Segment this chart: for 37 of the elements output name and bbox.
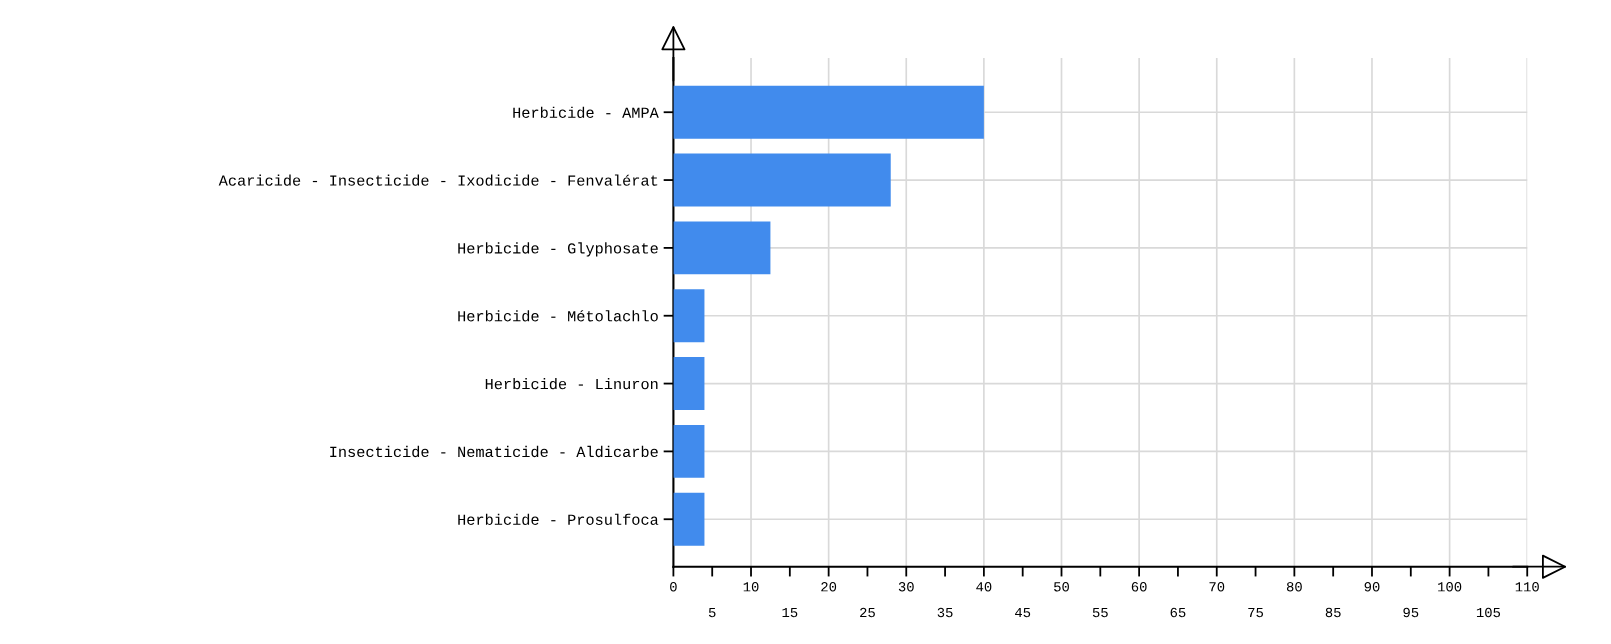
x-tick-label: 0 xyxy=(670,582,677,592)
x2-tick-label: 35 xyxy=(937,607,953,618)
x-tick-label: 30 xyxy=(898,582,914,592)
y-tick-label: Herbicide - Linuron xyxy=(485,378,658,390)
x2-tick-label: 95 xyxy=(1403,607,1419,618)
x2-tick-label: 105 xyxy=(1476,607,1501,618)
x-tick-label: 110 xyxy=(1515,582,1539,592)
y-tick-label: Insecticide - Nematicide - Aldicarbe xyxy=(330,445,658,458)
x2-tick-label: 85 xyxy=(1325,607,1341,618)
x-tick-label: 100 xyxy=(1438,582,1462,592)
x2-tick-label: 55 xyxy=(1092,607,1108,618)
bar xyxy=(673,289,705,343)
bar xyxy=(673,153,891,207)
bar xyxy=(673,85,984,139)
bar xyxy=(673,424,705,478)
x2-tick-label: 45 xyxy=(1015,607,1031,618)
x-tick-label: 50 xyxy=(1054,582,1069,592)
x2-tick-label: 15 xyxy=(782,607,798,618)
x-tick-label: 90 xyxy=(1364,582,1380,592)
x-tick-label: 10 xyxy=(743,582,759,592)
x2-tick-label: 65 xyxy=(1170,607,1186,618)
y-tick-label: Herbicide - Prosulfoca xyxy=(458,513,659,525)
y-tick-label: Acaricide - Insecticide - Ixodicide - Fenvalérat xyxy=(218,174,658,186)
y-tick-label: Herbicide - AMPA xyxy=(513,106,659,118)
bar xyxy=(673,492,705,546)
x-tick-label: 20 xyxy=(821,582,837,592)
bar xyxy=(673,221,771,275)
y-tick-label: Herbicide - Métolachlo xyxy=(458,310,658,322)
x2-tick-label: 25 xyxy=(860,607,875,618)
x2-tick-label: 5 xyxy=(708,607,716,618)
y-tick-label: Herbicide - Glyphosate xyxy=(458,242,658,257)
x2-tick-label: 75 xyxy=(1248,607,1264,618)
x-tick-label: 70 xyxy=(1209,582,1225,592)
x-tick-label: 40 xyxy=(976,582,992,592)
x-tick-label: 80 xyxy=(1286,582,1302,592)
bar xyxy=(673,357,705,411)
x-tick-label: 60 xyxy=(1131,582,1147,592)
